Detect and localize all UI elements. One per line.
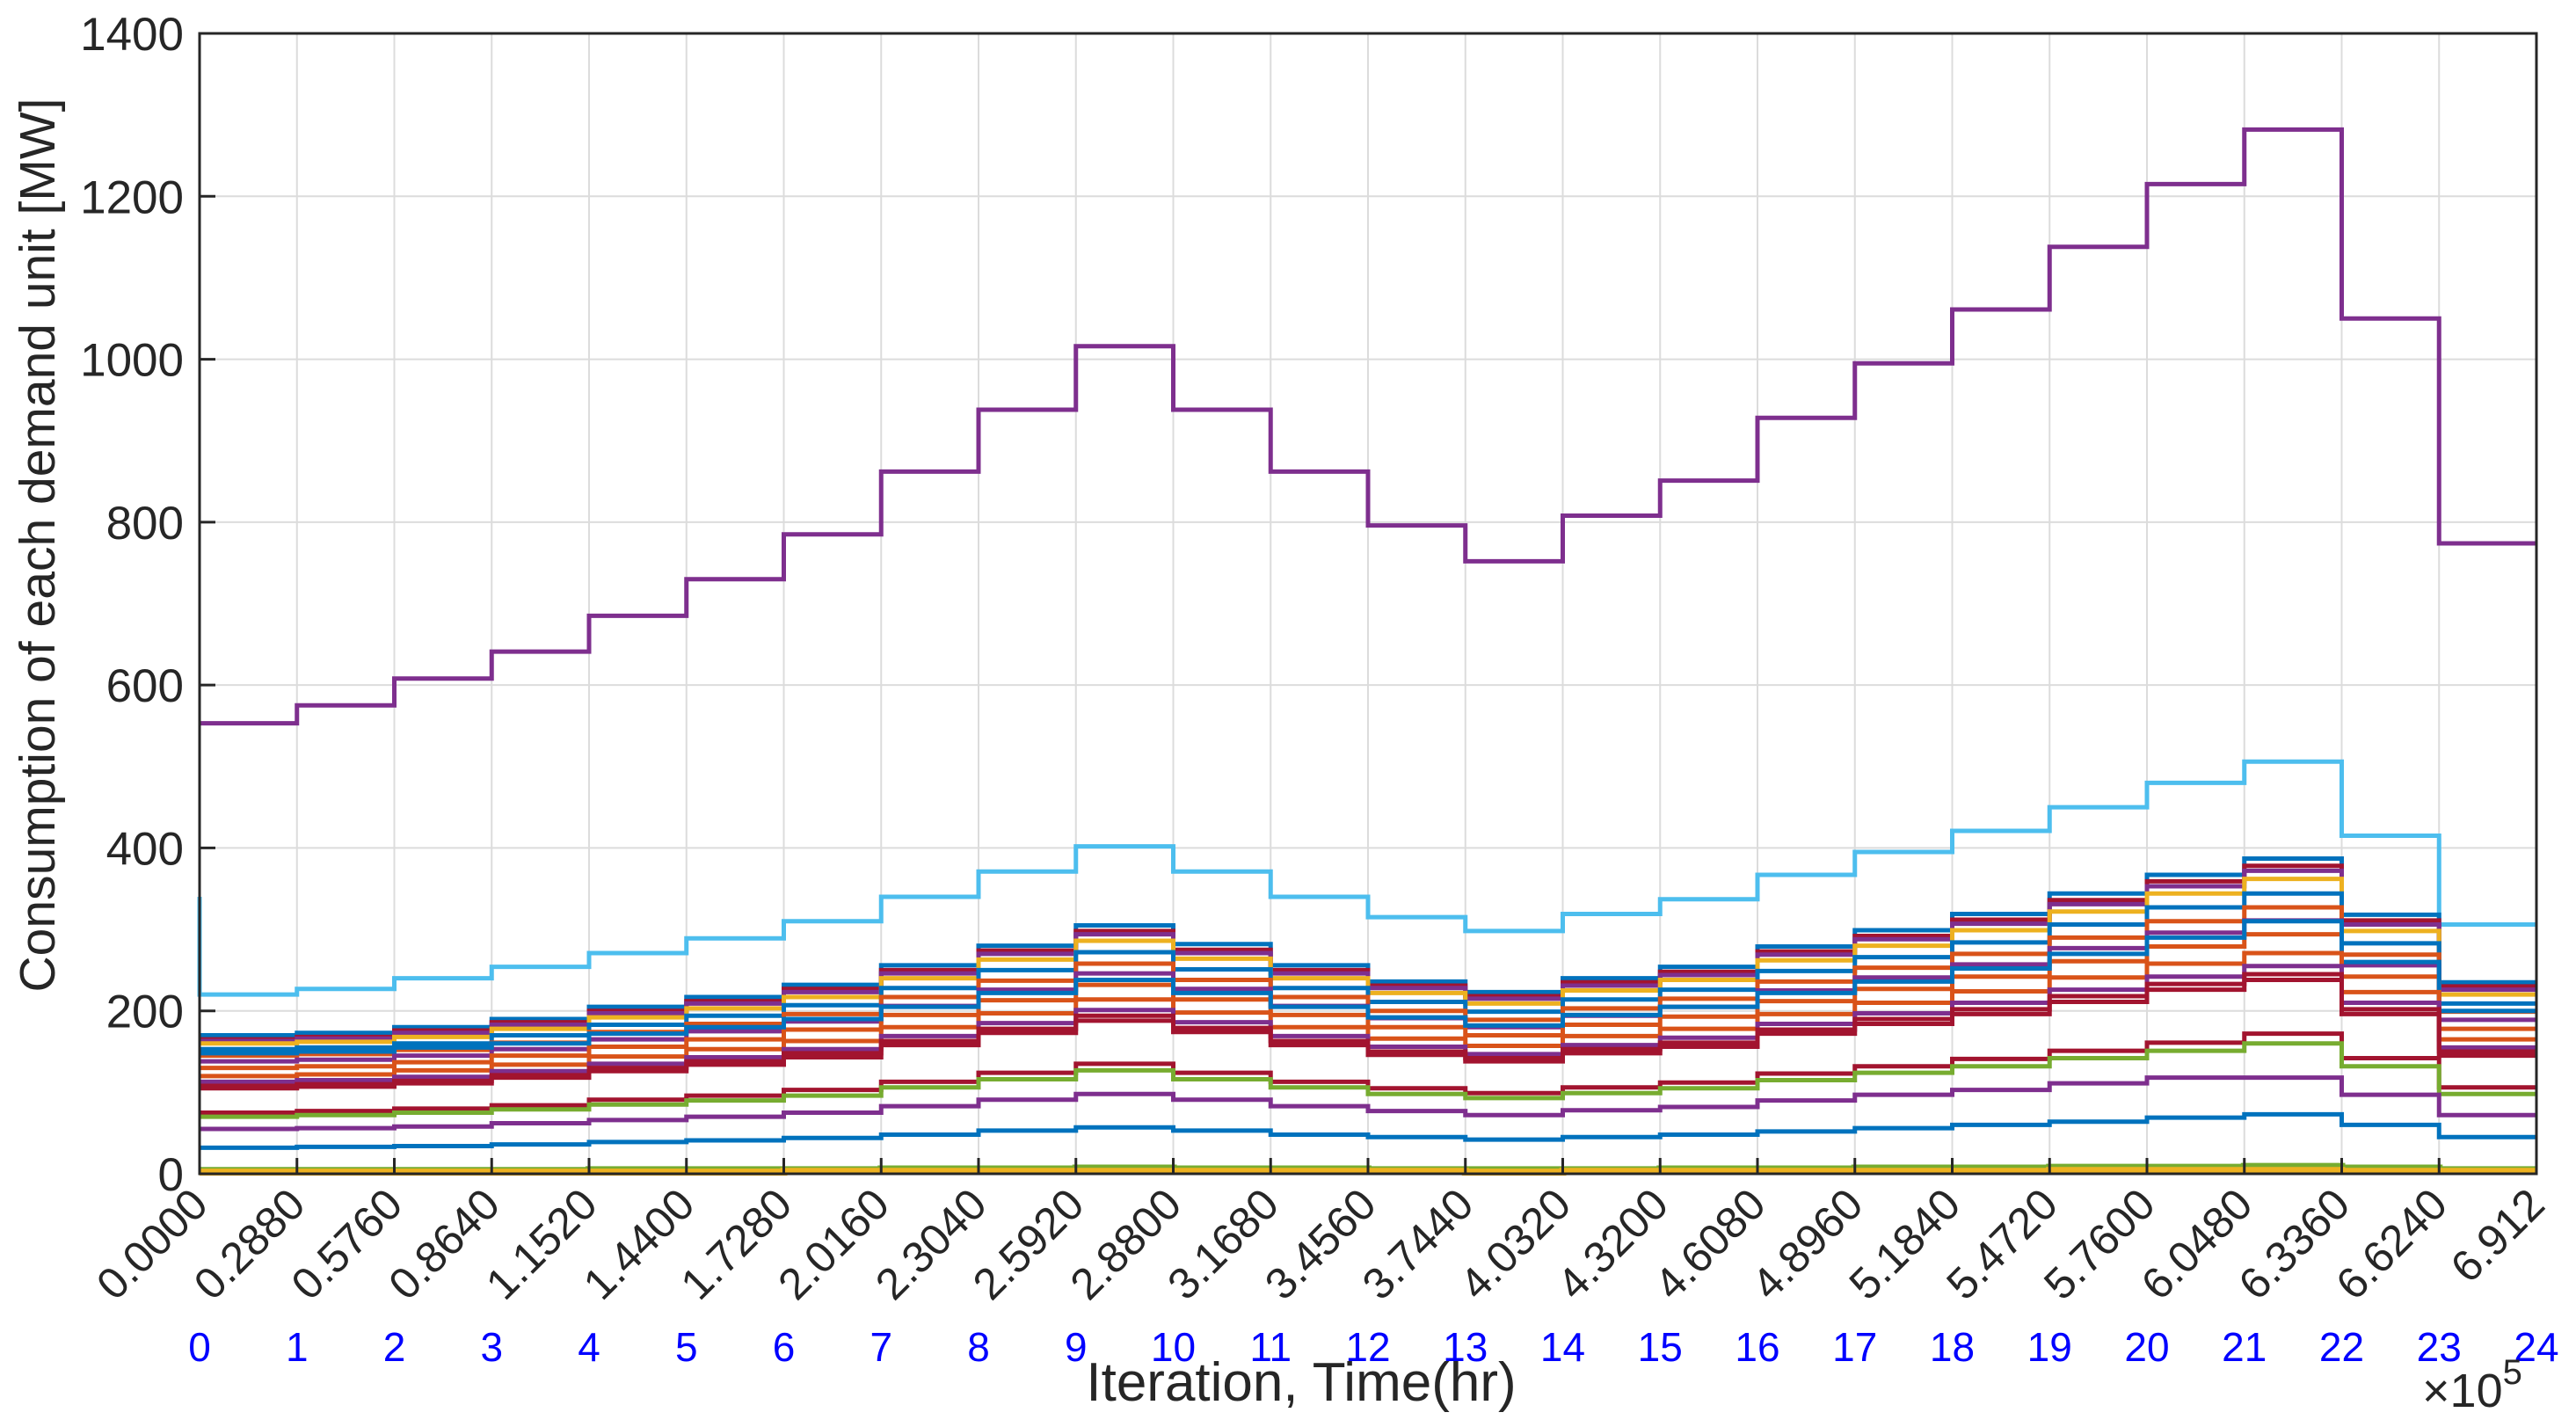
hour-tick-label: 10: [1151, 1324, 1196, 1370]
y-axis-ticks: 0 200 400 600 800 1000 1200 1400: [80, 9, 215, 1201]
series-line: [200, 1075, 2536, 1132]
y-tick-label: 1200: [80, 171, 184, 223]
y-tick-label: 1000: [80, 335, 184, 387]
x-axis-label: Iteration, Time(hr): [1086, 1352, 1516, 1413]
series-line: [200, 972, 2536, 1088]
hour-tick-label: 4: [578, 1324, 600, 1370]
x-exponent-base: ×10: [2422, 1365, 2503, 1417]
y-tick-label: 200: [106, 987, 184, 1038]
hour-tick-label: 22: [2319, 1324, 2364, 1370]
hour-tick-label: 8: [967, 1324, 990, 1370]
series-line: [197, 759, 2536, 997]
y-tick-label: 1400: [80, 9, 184, 61]
y-tick-label: 400: [106, 823, 184, 875]
y-tick-label: 800: [106, 498, 184, 550]
hour-tick-label: 1: [286, 1324, 309, 1370]
hour-tick-label: 24: [2514, 1324, 2558, 1370]
hour-tick-label: 5: [675, 1324, 698, 1370]
hour-tick-label: 14: [1540, 1324, 1585, 1370]
series-line: [200, 919, 2536, 1056]
y-tick-label: 0: [158, 1149, 184, 1201]
x-axis-exponent: ×105: [2422, 1353, 2522, 1417]
hour-tick-label: 2: [383, 1324, 406, 1370]
hour-tick-label: 0: [188, 1324, 211, 1370]
y-tick-label: 600: [106, 660, 184, 712]
hour-tick-label: 18: [1930, 1324, 1975, 1370]
hour-tick-label: 19: [2027, 1324, 2072, 1370]
hour-tick-label: 12: [1345, 1324, 1390, 1370]
x-axis-hour-ticks: 0 1 2 3 4 5 6 7 8 9 10 11 12 13 14 15 16 17 18 19 20 21 22 23 24: [188, 1324, 2558, 1370]
hour-tick-label: 6: [773, 1324, 796, 1370]
hour-tick-label: 20: [2124, 1324, 2169, 1370]
hour-tick-label: 23: [2417, 1324, 2462, 1370]
hour-tick-label: 15: [1638, 1324, 1683, 1370]
x-exponent-power: 5: [2503, 1353, 2522, 1392]
plot-series: [197, 127, 2536, 1176]
series-line: [200, 127, 2536, 726]
hour-tick-label: 7: [870, 1324, 892, 1370]
hour-tick-label: 3: [480, 1324, 503, 1370]
hour-tick-label: 21: [2222, 1324, 2267, 1370]
series-line: [200, 932, 2536, 1071]
series-line: [200, 1041, 2536, 1119]
hour-tick-label: 13: [1443, 1324, 1488, 1370]
hour-tick-label: 16: [1735, 1324, 1779, 1370]
hour-tick-label: 11: [1249, 1324, 1292, 1370]
hour-tick-label: 17: [1832, 1324, 1877, 1370]
series-line: [200, 1111, 2536, 1150]
hour-tick-label: 9: [1065, 1324, 1088, 1370]
y-axis-label: Consumption of each demand unit [MW]: [10, 98, 66, 992]
